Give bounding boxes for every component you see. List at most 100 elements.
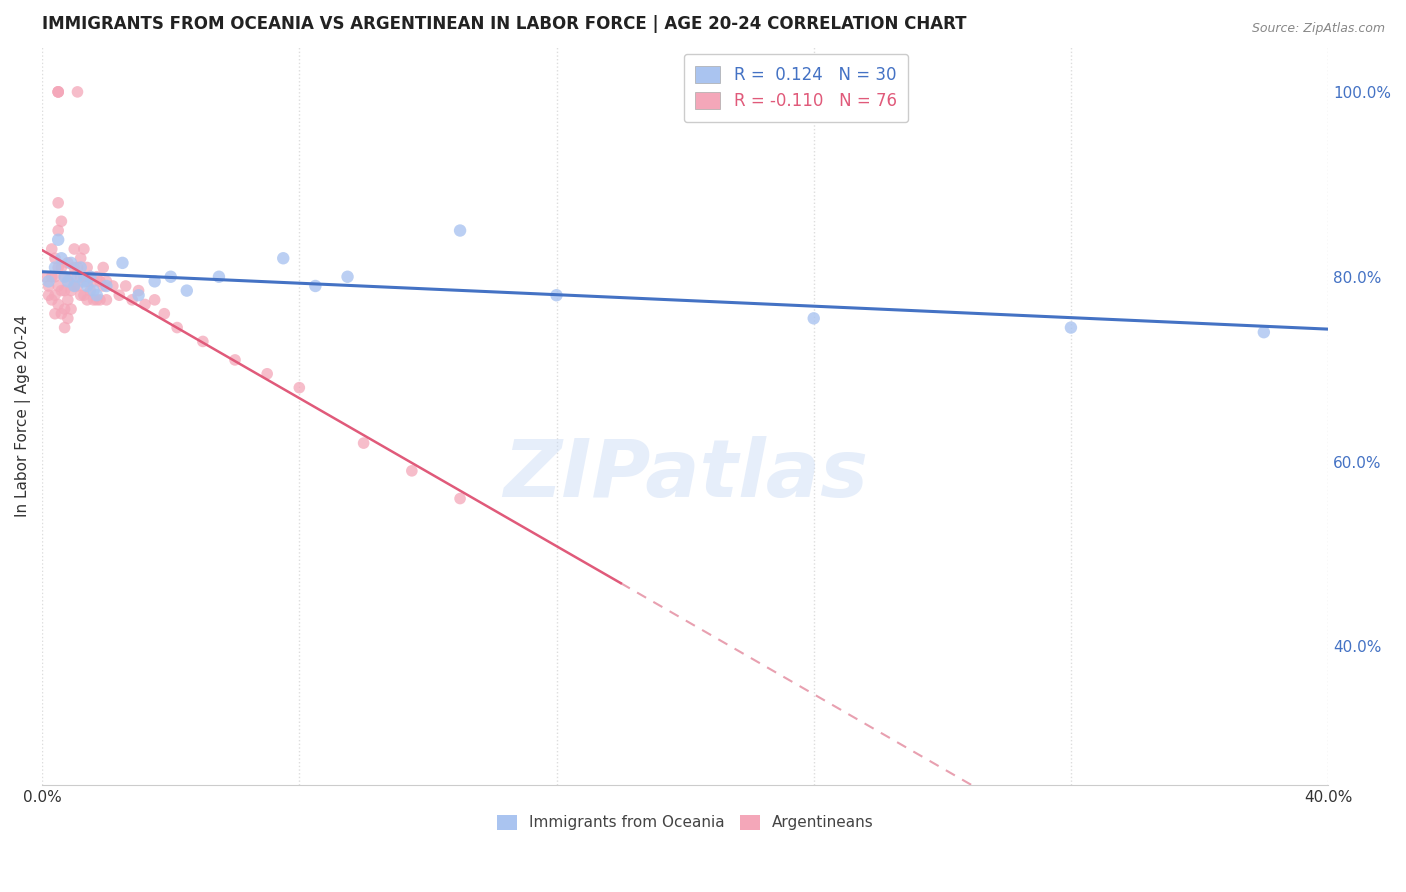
Point — [38, 274, 60, 288]
Point — [60, 269, 83, 284]
Point — [34, 269, 56, 284]
Point — [271, 252, 294, 266]
Point — [1253, 325, 1275, 339]
Point — [73, 242, 96, 256]
Point — [176, 284, 198, 298]
Point — [41, 242, 63, 256]
Point — [53, 269, 76, 284]
Point — [63, 260, 86, 275]
Point — [159, 269, 181, 284]
Point — [73, 288, 96, 302]
Point — [108, 288, 131, 302]
Point — [60, 302, 83, 317]
Point — [46, 195, 69, 210]
Point — [69, 288, 91, 302]
Point — [153, 307, 176, 321]
Point — [53, 320, 76, 334]
Point — [336, 269, 359, 284]
Point — [208, 269, 231, 284]
Point — [83, 293, 105, 307]
Point — [44, 307, 66, 321]
Point — [46, 233, 69, 247]
Point — [56, 293, 79, 307]
Point — [63, 242, 86, 256]
Point — [96, 274, 118, 288]
Point — [66, 269, 89, 284]
Point — [56, 274, 79, 288]
Point — [76, 260, 98, 275]
Point — [89, 293, 111, 307]
Point — [121, 293, 143, 307]
Point — [63, 279, 86, 293]
Point — [89, 274, 111, 288]
Point — [353, 436, 375, 450]
Point — [56, 274, 79, 288]
Point — [46, 279, 69, 293]
Point — [38, 279, 60, 293]
Point — [76, 274, 98, 288]
Point — [46, 297, 69, 311]
Point — [166, 320, 188, 334]
Point — [111, 256, 134, 270]
Point — [44, 288, 66, 302]
Point — [143, 274, 166, 288]
Point — [46, 260, 69, 275]
Point — [69, 260, 91, 275]
Y-axis label: In Labor Force | Age 20-24: In Labor Force | Age 20-24 — [15, 314, 31, 516]
Point — [288, 381, 311, 395]
Point — [86, 288, 108, 302]
Point — [224, 353, 246, 368]
Point — [134, 297, 156, 311]
Point — [38, 288, 60, 302]
Point — [66, 260, 89, 275]
Point — [83, 284, 105, 298]
Point — [76, 293, 98, 307]
Point — [546, 288, 568, 302]
Point — [449, 223, 471, 237]
Point — [79, 269, 101, 284]
Point — [66, 85, 89, 99]
Point — [1060, 320, 1083, 334]
Text: IMMIGRANTS FROM OCEANIA VS ARGENTINEAN IN LABOR FORCE | AGE 20-24 CORRELATION CH: IMMIGRANTS FROM OCEANIA VS ARGENTINEAN I… — [42, 15, 966, 33]
Point — [803, 311, 825, 326]
Point — [79, 269, 101, 284]
Point — [86, 293, 108, 307]
Point — [46, 85, 69, 99]
Point — [114, 279, 136, 293]
Point — [73, 269, 96, 284]
Point — [41, 293, 63, 307]
Point — [69, 252, 91, 266]
Text: Source: ZipAtlas.com: Source: ZipAtlas.com — [1251, 22, 1385, 36]
Point — [401, 464, 423, 478]
Point — [91, 260, 114, 275]
Point — [128, 288, 150, 302]
Point — [53, 302, 76, 317]
Point — [76, 279, 98, 293]
Point — [449, 491, 471, 506]
Point — [51, 284, 73, 298]
Text: ZIPatlas: ZIPatlas — [502, 435, 868, 514]
Point — [46, 85, 69, 99]
Point — [44, 260, 66, 275]
Point — [79, 284, 101, 298]
Point — [101, 279, 124, 293]
Point — [44, 269, 66, 284]
Point — [51, 307, 73, 321]
Point — [83, 274, 105, 288]
Point — [60, 284, 83, 298]
Point — [304, 279, 326, 293]
Point — [143, 293, 166, 307]
Point — [66, 279, 89, 293]
Point — [53, 284, 76, 298]
Point — [60, 256, 83, 270]
Point — [73, 274, 96, 288]
Point — [256, 367, 278, 381]
Point — [56, 256, 79, 270]
Point — [53, 269, 76, 284]
Point — [69, 269, 91, 284]
Point — [46, 85, 69, 99]
Point — [96, 293, 118, 307]
Point — [51, 260, 73, 275]
Point — [56, 311, 79, 326]
Point — [86, 269, 108, 284]
